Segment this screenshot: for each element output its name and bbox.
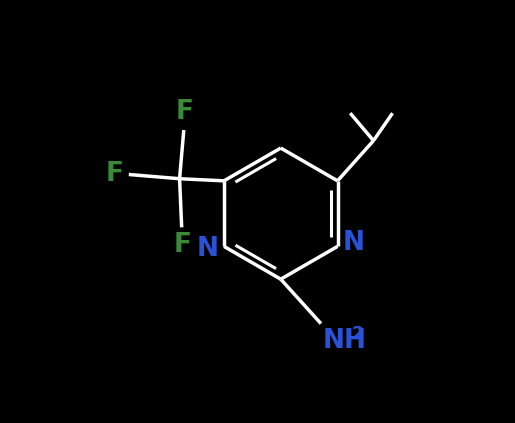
Text: F: F — [106, 162, 124, 187]
Text: NH: NH — [323, 328, 367, 354]
Text: F: F — [176, 99, 194, 125]
Text: N: N — [197, 236, 219, 261]
Text: N: N — [342, 230, 365, 256]
Text: F: F — [174, 233, 192, 258]
Text: 2: 2 — [352, 325, 364, 343]
